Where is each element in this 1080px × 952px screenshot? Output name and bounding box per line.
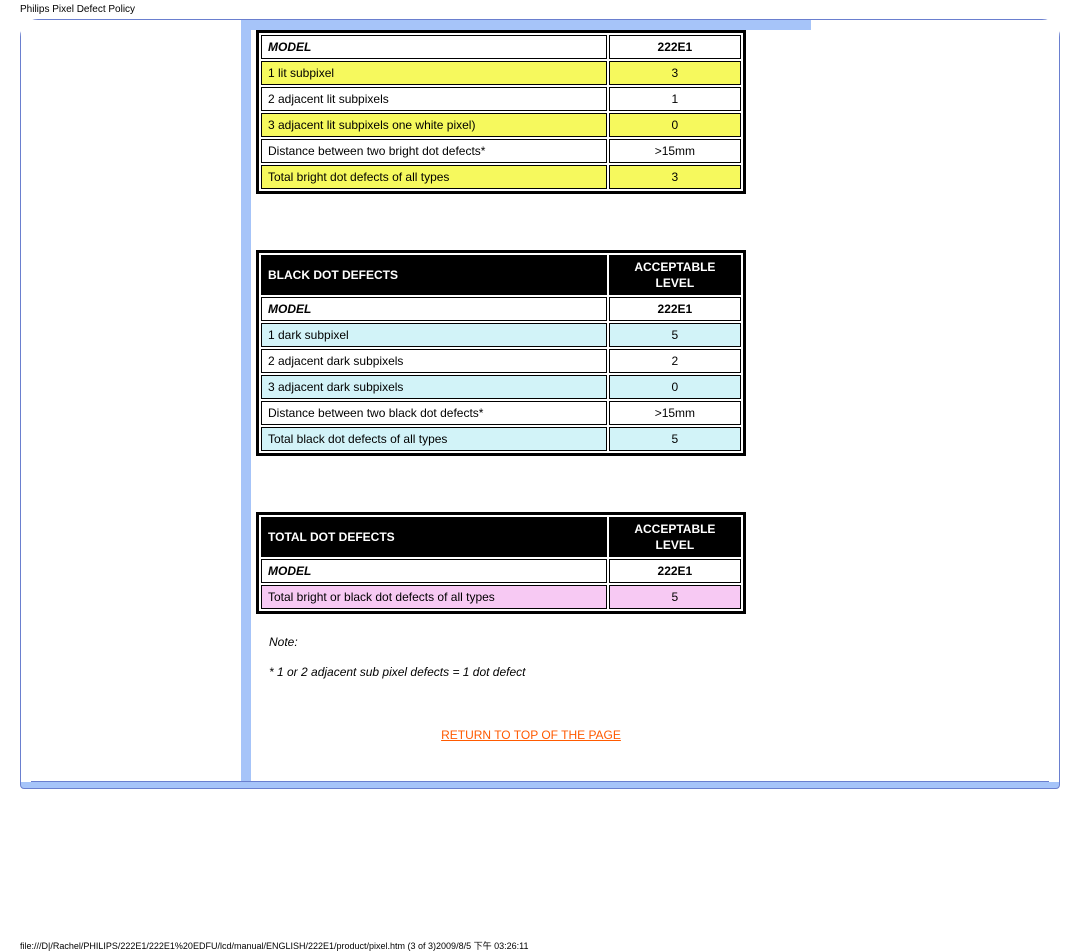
table-row: 3 adjacent lit subpixels one white pixel… [261, 113, 741, 137]
row-value: 2 [609, 349, 741, 373]
row-label: Total bright or black dot defects of all… [261, 585, 607, 609]
table-header-row: TOTAL DOT DEFECTS ACCEPTABLE LEVEL [261, 517, 741, 557]
row-value: 5 [609, 323, 741, 347]
table-row: 2 adjacent lit subpixels 1 [261, 87, 741, 111]
footer-path: file:///D|/Rachel/PHILIPS/222E1/222E1%20… [0, 789, 1080, 952]
table-row: 1 dark subpixel 5 [261, 323, 741, 347]
row-value: 5 [609, 427, 741, 451]
return-to-top-link[interactable]: RETURN TO TOP OF THE PAGE [251, 728, 811, 742]
note-block: Note: * 1 or 2 adjacent sub pixel defect… [269, 632, 811, 682]
total-dot-table: TOTAL DOT DEFECTS ACCEPTABLE LEVEL MODEL… [256, 512, 746, 614]
frame-bottom-rule [31, 781, 1049, 782]
row-value: >15mm [609, 139, 741, 163]
row-label: Total bright dot defects of all types [261, 165, 607, 189]
bright-dot-table: MODEL 222E1 1 lit subpixel 3 2 adjacent … [256, 30, 746, 194]
table-row: 1 lit subpixel 3 [261, 61, 741, 85]
black-dot-table: BLACK DOT DEFECTS ACCEPTABLE LEVEL MODEL… [256, 250, 746, 456]
table-row: Total bright or black dot defects of all… [261, 585, 741, 609]
row-value: 1 [609, 87, 741, 111]
table-row-model: MODEL 222E1 [261, 559, 741, 583]
table-row-model: MODEL 222E1 [261, 35, 741, 59]
note-heading: Note: [269, 632, 811, 652]
table-row: 2 adjacent dark subpixels 2 [261, 349, 741, 373]
model-label: MODEL [261, 559, 607, 583]
table-row: Distance between two black dot defects* … [261, 401, 741, 425]
row-value: 3 [609, 61, 741, 85]
row-value: 5 [609, 585, 741, 609]
row-value: 0 [609, 113, 741, 137]
table-row-model: MODEL 222E1 [261, 297, 741, 321]
table-row: Total bright dot defects of all types 3 [261, 165, 741, 189]
content-frame: MODEL 222E1 1 lit subpixel 3 2 adjacent … [20, 19, 1060, 789]
right-gutter [811, 20, 1059, 782]
row-label: 2 adjacent lit subpixels [261, 87, 607, 111]
row-label: 2 adjacent dark subpixels [261, 349, 607, 373]
left-gutter [21, 20, 241, 782]
row-value: >15mm [609, 401, 741, 425]
model-value: 222E1 [609, 559, 741, 583]
header-left: TOTAL DOT DEFECTS [261, 517, 607, 557]
row-label: 3 adjacent dark subpixels [261, 375, 607, 399]
row-value: 0 [609, 375, 741, 399]
header-left: BLACK DOT DEFECTS [261, 255, 607, 295]
black-table-wrap: BLACK DOT DEFECTS ACCEPTABLE LEVEL MODEL… [251, 250, 811, 456]
row-label: 1 dark subpixel [261, 323, 607, 347]
row-label: 3 adjacent lit subpixels one white pixel… [261, 113, 607, 137]
page-title: Philips Pixel Defect Policy [0, 0, 1080, 17]
row-label: Distance between two black dot defects* [261, 401, 607, 425]
header-right: ACCEPTABLE LEVEL [609, 517, 741, 557]
row-value: 3 [609, 165, 741, 189]
bright-table-wrap: MODEL 222E1 1 lit subpixel 3 2 adjacent … [251, 30, 811, 194]
total-table-wrap: TOTAL DOT DEFECTS ACCEPTABLE LEVEL MODEL… [251, 512, 811, 614]
table-header-row: BLACK DOT DEFECTS ACCEPTABLE LEVEL [261, 255, 741, 295]
header-right: ACCEPTABLE LEVEL [609, 255, 741, 295]
row-label: Total black dot defects of all types [261, 427, 607, 451]
note-line: * 1 or 2 adjacent sub pixel defects = 1 … [269, 662, 811, 682]
content-pane: MODEL 222E1 1 lit subpixel 3 2 adjacent … [251, 30, 811, 782]
model-value: 222E1 [609, 35, 741, 59]
table-row: Distance between two bright dot defects*… [261, 139, 741, 163]
table-row: 3 adjacent dark subpixels 0 [261, 375, 741, 399]
model-label: MODEL [261, 297, 607, 321]
row-label: Distance between two bright dot defects* [261, 139, 607, 163]
row-label: 1 lit subpixel [261, 61, 607, 85]
model-value: 222E1 [609, 297, 741, 321]
table-row: Total black dot defects of all types 5 [261, 427, 741, 451]
model-label: MODEL [261, 35, 607, 59]
